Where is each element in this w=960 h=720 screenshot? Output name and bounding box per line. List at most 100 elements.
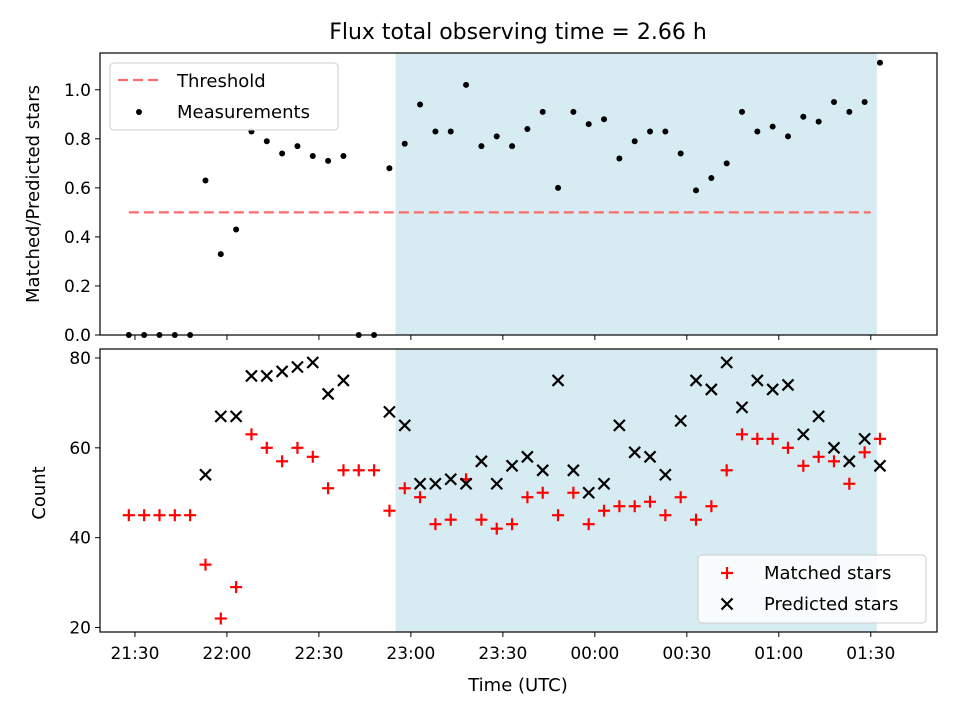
axes-frame	[99, 348, 938, 633]
measurement-point	[601, 116, 608, 123]
matched-point	[521, 491, 534, 504]
matched-point	[383, 504, 396, 517]
matched-point	[506, 518, 519, 531]
x-tick-label: 23:30	[478, 644, 527, 664]
y-tick-label: 0.0	[64, 326, 91, 346]
matched-point	[490, 522, 503, 535]
matched-point	[536, 486, 549, 499]
matched-point	[322, 482, 335, 495]
y-tick-label: 1.0	[64, 81, 91, 101]
matched-point	[475, 513, 488, 526]
matched-point	[873, 432, 886, 445]
predicted-point-b	[475, 455, 488, 468]
legend-top: Threshold Measurements	[109, 62, 339, 131]
predicted-point-b	[582, 486, 595, 500]
predicted-point	[398, 419, 412, 432]
measurement-point	[555, 184, 562, 191]
y-tick-label: 60	[69, 439, 91, 459]
predicted-point-b	[490, 477, 504, 491]
predicted-point-b	[321, 387, 335, 401]
predicted-point	[459, 477, 473, 491]
predicted-point-b	[429, 477, 442, 491]
measurement-point	[309, 152, 316, 159]
x-tick-label: 01:00	[754, 644, 803, 664]
measurement-point	[693, 187, 700, 194]
measurement-point	[861, 99, 868, 106]
matched-point	[720, 464, 733, 477]
matched-point	[736, 428, 749, 441]
measurement-point	[846, 108, 853, 115]
measurement-point	[708, 175, 715, 182]
matched-point	[797, 459, 810, 472]
predicted-point-b	[199, 468, 212, 482]
measurement-point	[616, 155, 623, 162]
predicted-point	[735, 401, 749, 414]
matched-point	[444, 513, 457, 526]
predicted-point-b	[275, 365, 289, 378]
predicted-point-b	[613, 419, 626, 432]
predicted-point-b	[628, 446, 641, 459]
x-tick-label: 22:00	[202, 644, 251, 664]
measurement-point	[876, 59, 883, 66]
axes-frame	[99, 52, 938, 336]
predicted-point	[383, 405, 396, 419]
measurement-point	[447, 128, 454, 135]
predicted-point	[613, 419, 626, 432]
predicted-point	[321, 387, 335, 401]
matched-point	[138, 509, 151, 522]
measurement-point	[800, 113, 807, 120]
legend-box	[109, 62, 339, 131]
y-tick-label: 80	[69, 349, 91, 369]
matched-point	[781, 441, 794, 454]
predicted-point-b	[536, 464, 549, 477]
matched-point	[291, 441, 304, 454]
predicted-point-b	[674, 414, 687, 428]
predicted-point-b	[567, 464, 580, 477]
matched-point	[812, 450, 825, 463]
matched-point	[352, 464, 365, 477]
predicted-point	[751, 374, 764, 387]
predicted-point	[689, 374, 703, 387]
predicted-point-b	[214, 410, 228, 423]
measurement-point	[233, 226, 240, 233]
matched-point	[414, 491, 427, 504]
predicted-point-b	[521, 450, 534, 464]
predicted-point-b	[229, 410, 243, 423]
bottom-panel: 20 40 60 80 21:30 22:00 22:30 23:00 23:30 00:00 00…	[69, 348, 938, 664]
matched-point	[184, 509, 197, 522]
measurement-point	[202, 177, 209, 184]
matched-point	[429, 518, 442, 531]
predicted-point	[275, 365, 289, 378]
predicted-point-b	[705, 383, 718, 396]
measurement-point	[493, 133, 500, 140]
predicted-point	[521, 450, 534, 464]
predicted-point	[705, 383, 718, 396]
measurement-point	[585, 121, 592, 128]
x-tick-label: 23:00	[386, 644, 435, 664]
predicted-point	[413, 477, 427, 491]
matched-point	[276, 455, 289, 468]
measurement-point	[830, 99, 837, 106]
predicted-point-b	[398, 419, 412, 432]
predicted-point-b	[413, 477, 427, 491]
predicted-point	[659, 468, 672, 482]
matched-point	[644, 495, 657, 508]
predicted-point	[536, 464, 549, 477]
predicted-point	[337, 374, 350, 387]
predicted-point	[873, 459, 887, 473]
measurement-point	[723, 160, 730, 167]
predicted-point-b	[720, 356, 733, 369]
measurement-point	[386, 165, 393, 172]
shaded-span	[395, 53, 877, 335]
matched-point	[337, 464, 350, 477]
predicted-point	[505, 459, 519, 473]
legend-measurement-swatch	[136, 109, 142, 115]
measurement-point	[294, 143, 301, 150]
matched-point	[214, 612, 227, 625]
predicted-point-b	[812, 410, 825, 423]
predicted-point	[567, 464, 580, 477]
legend-box	[697, 554, 927, 624]
measurement-point	[417, 101, 424, 108]
measurement-point	[754, 128, 761, 135]
